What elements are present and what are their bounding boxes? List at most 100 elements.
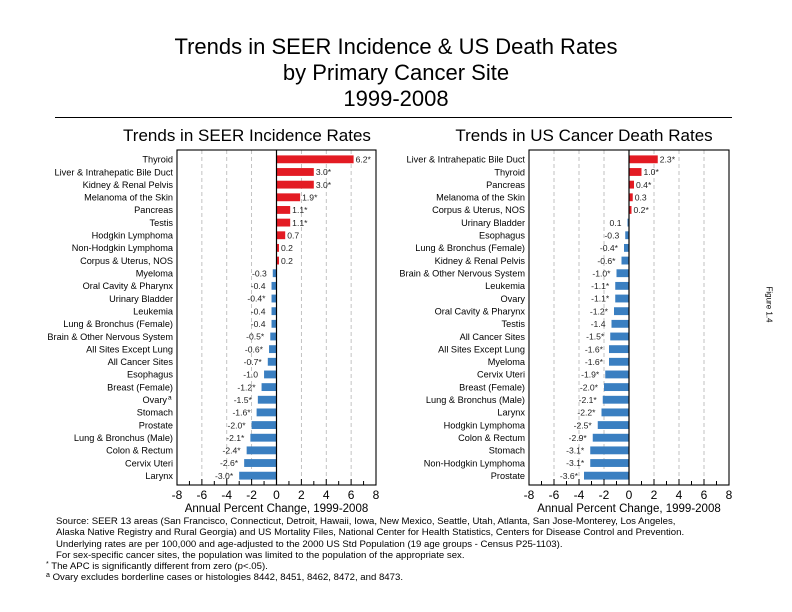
incidence-category-label: Colon & Rectum: [106, 446, 173, 456]
mortality-category-label: Breast (Female): [459, 382, 525, 392]
incidence-value-label: -2.0*: [227, 420, 246, 430]
mortality-x-tick-label: 6: [701, 488, 708, 502]
mortality-bar: [605, 370, 629, 379]
incidence-bar: [276, 155, 354, 164]
incidence-category-label: Brain & Other Nervous System: [47, 332, 173, 342]
mortality-category-label: Larynx: [497, 408, 525, 418]
footnote-ovary: a Ovary excludes borderline cases or his…: [46, 572, 684, 583]
incidence-x-tick-label: -8: [172, 488, 183, 502]
mortality-value-label: 0.3: [635, 192, 647, 202]
incidence-value-label: 0.2: [281, 256, 293, 266]
mortality-category-label: Colon & Rectum: [458, 433, 525, 443]
incidence-value-label: -1.6*: [232, 408, 251, 418]
incidence-value-label: 0.2: [281, 243, 293, 253]
incidence-value-label: -1.0: [243, 370, 258, 380]
incidence-bar: [276, 218, 291, 227]
mortality-bar: [610, 332, 629, 341]
mortality-x-tick-label: -6: [549, 488, 560, 502]
figure-title-line-3: 1999-2008: [343, 86, 449, 111]
mortality-bar: [629, 206, 632, 214]
incidence-bar: [246, 446, 277, 455]
incidence-x-tick-label: -6: [197, 488, 208, 502]
incidence-bar: [250, 433, 277, 442]
footnote-a-mark: a: [46, 572, 50, 580]
mortality-category-label: Ovary: [500, 294, 525, 304]
incidence-x-tick-label: 0: [273, 488, 280, 502]
mortality-value-label: -3.1*: [566, 458, 585, 468]
incidence-bar: [276, 180, 314, 189]
mortality-value-label: 2.3*: [660, 155, 676, 165]
mortality-value-label: 0.1: [610, 218, 622, 228]
incidence-category-label: Lung & Bronchus (Male): [74, 433, 173, 443]
mortality-category-label: Hodgkin Lymphoma: [444, 420, 526, 430]
mortality-category-label: Testis: [502, 319, 526, 329]
incidence-bar: [270, 332, 277, 341]
mortality-value-label: -1.6*: [585, 357, 604, 367]
incidence-bar: [244, 459, 277, 467]
incidence-x-tick-label: 2: [298, 488, 305, 502]
mortality-category-label: Kidney & Renal Pelvis: [435, 256, 526, 266]
incidence-value-label: -3.0*: [215, 471, 234, 481]
incidence-category-label: Melanoma of the Skin: [84, 193, 173, 203]
incidence-category-label: Corpus & Uterus, NOS: [80, 256, 173, 266]
incidence-bar: [267, 357, 277, 366]
mortality-x-tick-label: -8: [524, 488, 535, 502]
mortality-bar: [590, 459, 629, 467]
incidence-category-label: Oral Cavity & Pharynx: [83, 281, 174, 291]
incidence-category-label: All Cancer Sites: [108, 357, 174, 367]
incidence-value-label: 1.1*: [292, 218, 308, 228]
incidence-value-label: -0.4: [251, 319, 266, 329]
mortality-category-label: Brain & Other Nervous System: [399, 269, 525, 279]
mortality-bar: [621, 256, 629, 265]
incidence-category-label: Thyroid: [142, 155, 173, 165]
mortality-bar: [616, 269, 629, 278]
incidence-value-label: 1.1*: [292, 205, 308, 215]
incidence-value-label: 0.7: [287, 230, 299, 240]
mortality-value-label: -3.1*: [566, 446, 585, 456]
incidence-bar: [271, 294, 277, 303]
incidence-bar: [271, 281, 277, 290]
footnote-significance-text: The APC is significantly different from …: [51, 561, 268, 573]
mortality-value-label: -0.4*: [600, 243, 619, 253]
incidence-value-label: -0.3: [252, 268, 267, 278]
incidence-category-label: Stomach: [137, 408, 173, 418]
incidence-bar: [239, 471, 277, 480]
incidence-value-label: 6.2*: [356, 155, 372, 165]
incidence-bar: [264, 370, 277, 379]
mortality-value-label: 1.0*: [644, 167, 660, 177]
mortality-chart-title: Trends in US Cancer Death Rates: [455, 126, 712, 145]
mortality-bar: [609, 357, 629, 366]
mortality-category-label: Esophagus: [479, 231, 525, 241]
source-line-1: Source: SEER 13 areas (San Francisco, Co…: [56, 516, 676, 527]
mortality-value-label: -0.6*: [597, 256, 616, 266]
mortality-category-label: Corpus & Uterus, NOS: [432, 205, 525, 215]
incidence-category-label: Breast (Female): [107, 382, 173, 392]
incidence-value-label: -0.4: [251, 281, 266, 291]
footer-notes: Source: SEER 13 areas (San Francisco, Co…: [46, 516, 684, 584]
mortality-value-label: -2.5*: [574, 420, 593, 430]
incidence-value-label: -2.6*: [220, 458, 239, 468]
incidence-bar: [276, 168, 314, 176]
incidence-category-label: Non-Hodgkin Lymphoma: [72, 243, 174, 253]
mortality-category-label: Leukemia: [485, 281, 526, 291]
mortality-x-axis-label: Annual Percent Change, 1999-2008: [537, 503, 721, 515]
incidence-value-label: -0.5*: [246, 332, 265, 342]
mortality-bar: [615, 281, 629, 290]
mortality-x-tick-label: 4: [676, 488, 683, 502]
mortality-value-label: -1.5*: [586, 332, 605, 342]
incidence-bar: [276, 206, 291, 214]
figure-number-label: Figure 1.4: [764, 286, 774, 323]
incidence-bar: [271, 307, 277, 316]
mortality-category-label: Cervix Uteri: [477, 370, 525, 380]
incidence-chart-title: Trends in SEER Incidence Rates: [123, 126, 371, 145]
figure-title-line-1: Trends in SEER Incidence & US Death Rate…: [174, 34, 618, 59]
mortality-category-label: Liver & Intrahepatic Bile Duct: [407, 155, 526, 165]
incidence-x-tick-label: -4: [221, 488, 232, 502]
incidence-bar: [271, 319, 277, 328]
incidence-category-label: Kidney & Renal Pelvis: [83, 180, 174, 190]
footnote-ovary-text: Ovary excludes borderline cases or histo…: [52, 572, 403, 584]
mortality-value-label: -1.0*: [592, 268, 611, 278]
mortality-category-label: Urinary Bladder: [461, 218, 525, 228]
mortality-bar: [604, 383, 629, 392]
